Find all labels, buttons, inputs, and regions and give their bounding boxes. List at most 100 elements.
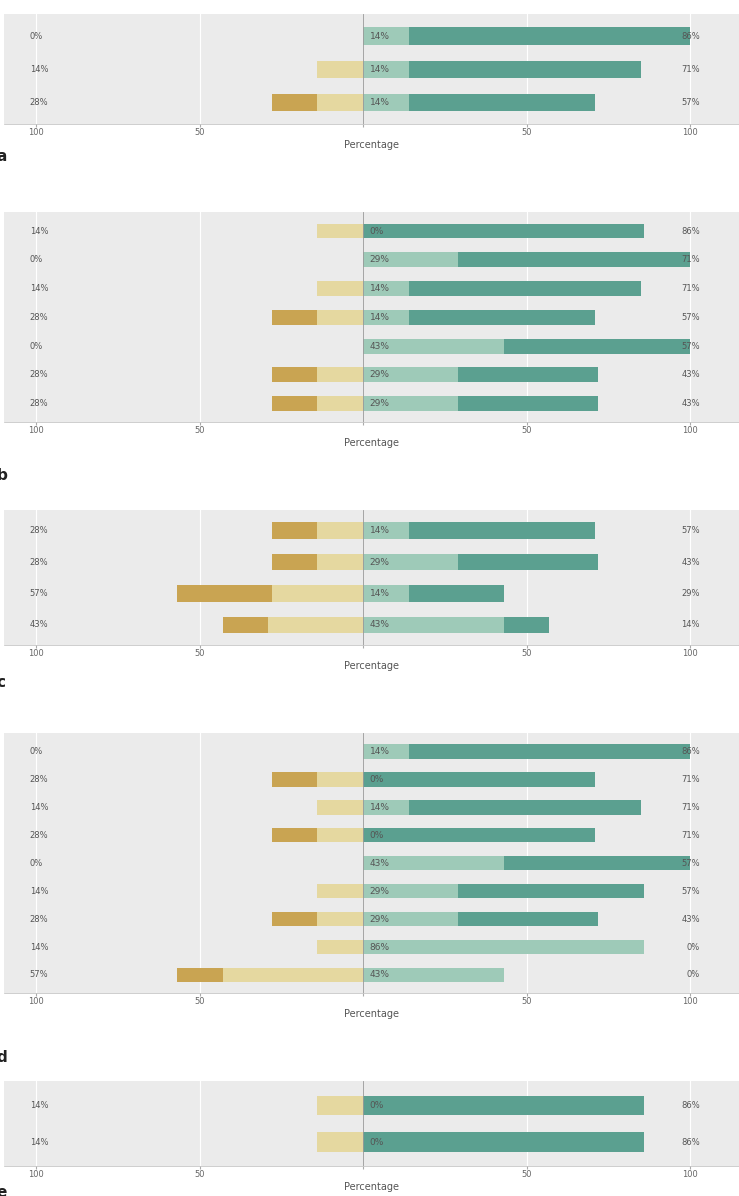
Text: 57%: 57% bbox=[681, 859, 700, 867]
Bar bbox=[363, 61, 409, 78]
Bar bbox=[458, 554, 599, 570]
Text: 0%: 0% bbox=[30, 255, 43, 264]
Bar bbox=[318, 884, 363, 898]
Text: 14%: 14% bbox=[30, 1137, 48, 1147]
Text: 43%: 43% bbox=[681, 557, 700, 567]
Bar bbox=[272, 367, 318, 383]
Text: 57%: 57% bbox=[681, 98, 700, 108]
Bar bbox=[363, 773, 595, 787]
Bar bbox=[272, 396, 318, 411]
Bar bbox=[318, 554, 363, 570]
Text: 43%: 43% bbox=[370, 621, 389, 629]
Bar bbox=[222, 617, 268, 633]
Bar bbox=[458, 252, 690, 267]
Bar bbox=[504, 338, 690, 354]
Bar bbox=[318, 94, 363, 111]
Bar bbox=[268, 617, 363, 633]
Bar bbox=[363, 744, 409, 758]
Text: 29%: 29% bbox=[370, 255, 389, 264]
Bar bbox=[272, 773, 318, 787]
Bar bbox=[363, 617, 504, 633]
Text: a: a bbox=[0, 148, 7, 164]
Bar bbox=[458, 911, 599, 927]
Bar bbox=[409, 523, 595, 539]
Bar bbox=[363, 856, 504, 871]
Bar bbox=[363, 281, 409, 295]
Bar bbox=[363, 523, 409, 539]
Text: 14%: 14% bbox=[370, 98, 389, 108]
Bar bbox=[318, 773, 363, 787]
Text: 28%: 28% bbox=[30, 526, 49, 535]
Bar bbox=[458, 884, 644, 898]
Text: 14%: 14% bbox=[30, 1100, 48, 1110]
Bar bbox=[318, 911, 363, 927]
Text: 28%: 28% bbox=[30, 371, 49, 379]
Bar bbox=[318, 61, 363, 78]
Text: 14%: 14% bbox=[370, 526, 389, 535]
Text: 29%: 29% bbox=[370, 371, 389, 379]
Text: 0%: 0% bbox=[687, 970, 700, 980]
Text: 0%: 0% bbox=[30, 342, 43, 350]
Text: 86%: 86% bbox=[681, 1137, 700, 1147]
Bar bbox=[363, 224, 644, 238]
Text: c: c bbox=[0, 675, 5, 690]
Bar bbox=[177, 585, 272, 602]
X-axis label: Percentage: Percentage bbox=[344, 1009, 399, 1019]
Bar bbox=[177, 968, 222, 982]
Text: 14%: 14% bbox=[370, 313, 389, 322]
Bar bbox=[363, 1133, 644, 1152]
Bar bbox=[318, 367, 363, 383]
Text: 28%: 28% bbox=[30, 831, 49, 840]
Bar bbox=[363, 338, 504, 354]
Bar bbox=[272, 911, 318, 927]
Text: 14%: 14% bbox=[30, 942, 48, 952]
Text: 0%: 0% bbox=[370, 1137, 384, 1147]
Text: 14%: 14% bbox=[30, 283, 48, 293]
Text: 57%: 57% bbox=[681, 313, 700, 322]
Bar bbox=[409, 61, 641, 78]
Text: 14%: 14% bbox=[370, 746, 389, 756]
Bar bbox=[409, 800, 641, 814]
Bar bbox=[363, 828, 595, 842]
Text: 0%: 0% bbox=[370, 226, 384, 236]
X-axis label: Percentage: Percentage bbox=[344, 140, 399, 151]
Bar bbox=[363, 585, 409, 602]
Text: 28%: 28% bbox=[30, 98, 49, 108]
Text: 14%: 14% bbox=[30, 886, 48, 896]
Text: 14%: 14% bbox=[681, 621, 700, 629]
Text: 29%: 29% bbox=[370, 399, 389, 408]
X-axis label: Percentage: Percentage bbox=[344, 661, 399, 671]
Text: 14%: 14% bbox=[370, 31, 389, 41]
Text: 71%: 71% bbox=[681, 775, 700, 783]
Bar bbox=[409, 281, 641, 295]
Text: 28%: 28% bbox=[30, 313, 49, 322]
Bar bbox=[318, 224, 363, 238]
Text: 86%: 86% bbox=[681, 226, 700, 236]
Text: 0%: 0% bbox=[30, 859, 43, 867]
Text: 14%: 14% bbox=[30, 803, 48, 812]
Text: 43%: 43% bbox=[370, 970, 389, 980]
Bar bbox=[409, 310, 595, 325]
Bar bbox=[272, 310, 318, 325]
Text: 86%: 86% bbox=[681, 746, 700, 756]
Bar bbox=[318, 523, 363, 539]
Bar bbox=[272, 828, 318, 842]
Bar bbox=[363, 940, 644, 954]
Text: 43%: 43% bbox=[30, 621, 49, 629]
Bar bbox=[318, 396, 363, 411]
Bar bbox=[363, 367, 458, 383]
X-axis label: Percentage: Percentage bbox=[344, 438, 399, 448]
Text: 14%: 14% bbox=[370, 283, 389, 293]
Bar bbox=[318, 281, 363, 295]
Text: 86%: 86% bbox=[370, 942, 390, 952]
Text: 43%: 43% bbox=[370, 342, 389, 350]
Text: 86%: 86% bbox=[681, 31, 700, 41]
Text: 57%: 57% bbox=[30, 970, 49, 980]
Bar bbox=[409, 744, 690, 758]
Text: 29%: 29% bbox=[681, 588, 700, 598]
Text: 14%: 14% bbox=[30, 65, 48, 74]
Text: 29%: 29% bbox=[370, 915, 389, 923]
Bar bbox=[363, 554, 458, 570]
Text: 71%: 71% bbox=[681, 255, 700, 264]
Bar bbox=[318, 940, 363, 954]
